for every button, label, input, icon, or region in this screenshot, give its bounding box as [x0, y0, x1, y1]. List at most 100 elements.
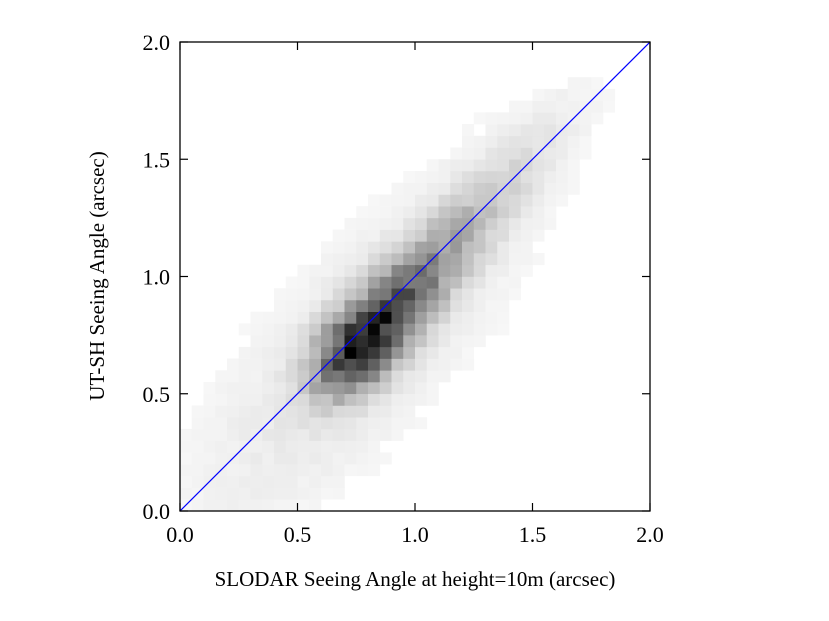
heatmap-cell	[227, 428, 240, 441]
heatmap-cell	[250, 440, 263, 453]
y-axis-label: UT-SH Seeing Angle (arcsec)	[85, 151, 109, 400]
heatmap-cell	[403, 311, 416, 324]
heatmap-cell	[262, 487, 275, 500]
heatmap-cell	[262, 382, 275, 395]
heatmap-cell	[403, 170, 416, 183]
heatmap-cell	[403, 194, 416, 207]
heatmap-cell	[379, 264, 392, 277]
heatmap-cell	[203, 417, 216, 430]
heatmap-cell	[426, 264, 439, 277]
heatmap-cell	[309, 440, 322, 453]
heatmap-cell	[426, 358, 439, 371]
heatmap-cell	[368, 428, 381, 441]
heatmap-cell	[321, 405, 334, 418]
heatmap-cell	[591, 77, 604, 90]
heatmap-cell	[532, 135, 545, 148]
heatmap-cell	[520, 229, 533, 242]
heatmap-cell	[485, 147, 498, 160]
heatmap-cell	[321, 311, 334, 324]
heatmap-cell	[285, 417, 298, 430]
heatmap-cell	[520, 170, 533, 183]
heatmap-cell	[473, 276, 486, 289]
heatmap-cell	[473, 323, 486, 336]
heatmap-cell	[556, 112, 569, 125]
heatmap-cell	[285, 464, 298, 477]
heatmap-cell	[321, 288, 334, 301]
y-axis: 0.0 0.5 1.0 1.5 2.0	[143, 30, 650, 524]
heatmap-cell	[332, 475, 345, 488]
heatmap-cell	[450, 346, 463, 359]
heatmap-cell	[426, 335, 439, 348]
heatmap-cell	[238, 475, 251, 488]
x-tick-label: 0.5	[284, 522, 312, 547]
heatmap-cell	[567, 88, 580, 101]
heatmap-cell	[520, 253, 533, 266]
heatmap-cell	[473, 194, 486, 207]
heatmap-cell	[332, 311, 345, 324]
heatmap-cell	[297, 475, 310, 488]
heatmap-cell	[556, 159, 569, 172]
heatmap-cell	[450, 159, 463, 172]
heatmap-cell	[250, 405, 263, 418]
heatmap-cell	[450, 217, 463, 230]
heatmap-cell	[285, 358, 298, 371]
heatmap-cell	[332, 253, 345, 266]
heatmap-cell	[309, 323, 322, 336]
heatmap-cell	[250, 323, 263, 336]
heatmap-cell	[368, 382, 381, 395]
heatmap-cell	[368, 217, 381, 230]
heatmap-cell	[438, 206, 451, 219]
heatmap-cell	[415, 229, 428, 242]
heatmap-cell	[180, 487, 193, 500]
heatmap-cell	[321, 393, 334, 406]
heatmap-cell	[238, 417, 251, 430]
heatmap-cell	[215, 370, 228, 383]
heatmap-cell	[567, 147, 580, 160]
heatmap-cell	[356, 417, 369, 430]
heatmap-cell	[438, 253, 451, 266]
heatmap-cell	[227, 475, 240, 488]
heatmap-cell	[438, 335, 451, 348]
y-tick-label: 0.5	[143, 382, 171, 407]
heatmap-cell	[227, 370, 240, 383]
heatmap-cell	[262, 370, 275, 383]
heatmap-cell	[509, 159, 522, 172]
heatmap-cell	[274, 299, 287, 312]
heatmap-cell	[332, 229, 345, 242]
heatmap-cell	[485, 241, 498, 254]
heatmap-cell	[344, 358, 357, 371]
heatmap-cell	[227, 487, 240, 500]
heatmap-cell	[462, 147, 475, 160]
heatmap-cell	[544, 88, 557, 101]
heatmap-cell	[473, 159, 486, 172]
heatmap-cell	[450, 358, 463, 371]
heatmap-cell	[544, 159, 557, 172]
heatmap-cell	[332, 428, 345, 441]
heatmap-cell	[344, 323, 357, 336]
heatmap-cell	[462, 124, 475, 137]
heatmap-cell	[473, 299, 486, 312]
heatmap-cell	[391, 229, 404, 242]
heatmap-cell	[344, 276, 357, 289]
heatmap-cell	[438, 170, 451, 183]
heatmap-cell	[462, 299, 475, 312]
heatmap-cell	[403, 253, 416, 266]
heatmap-cell	[274, 417, 287, 430]
heatmap-cell	[332, 358, 345, 371]
heatmap-cell	[438, 229, 451, 242]
heatmap-cell	[415, 194, 428, 207]
heatmap-cell	[356, 370, 369, 383]
heatmap-cell	[309, 464, 322, 477]
heatmap-cell	[473, 182, 486, 195]
heatmap-cell	[509, 253, 522, 266]
heatmap-cell	[297, 405, 310, 418]
heatmap-cell	[344, 370, 357, 383]
heatmap-cell	[215, 428, 228, 441]
heatmap-cell	[238, 323, 251, 336]
heatmap-cell	[250, 346, 263, 359]
heatmap-cell	[368, 323, 381, 336]
heatmap-cell	[332, 370, 345, 383]
heatmap-cell	[520, 182, 533, 195]
x-tick-label: 1.0	[401, 522, 429, 547]
heatmap-cell	[332, 487, 345, 500]
